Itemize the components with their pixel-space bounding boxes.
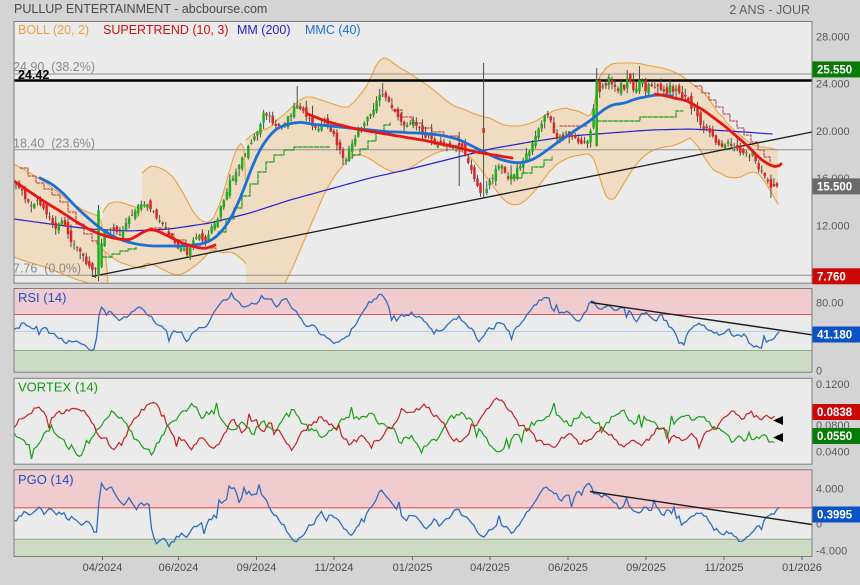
svg-text:41.180: 41.180 — [817, 330, 852, 342]
svg-text:04/2024: 04/2024 — [83, 562, 123, 574]
svg-text:0.0400: 0.0400 — [816, 447, 850, 459]
svg-text:BOLL (20, 2): BOLL (20, 2) — [18, 23, 89, 37]
svg-text:04/2025: 04/2025 — [470, 562, 510, 574]
svg-text:0.0838: 0.0838 — [817, 407, 853, 419]
svg-text:80.00: 80.00 — [816, 298, 844, 310]
svg-text:0.1200: 0.1200 — [816, 379, 850, 391]
svg-text:15.500: 15.500 — [817, 182, 852, 194]
svg-text:11/2025: 11/2025 — [705, 562, 744, 574]
svg-text:0: 0 — [816, 366, 822, 378]
svg-text:PULLUP ENTERTAINMENT - abcbour: PULLUP ENTERTAINMENT - abcbourse.com — [14, 2, 267, 16]
svg-text:7.76 (0.0%): 7.76 (0.0%) — [13, 262, 81, 276]
svg-text:PGO (14): PGO (14) — [18, 472, 74, 487]
svg-text:0.0550: 0.0550 — [817, 431, 852, 443]
svg-text:VORTEX (14): VORTEX (14) — [18, 380, 98, 395]
svg-text:MMC (40): MMC (40) — [305, 23, 361, 37]
svg-text:0.3995: 0.3995 — [817, 510, 853, 522]
svg-text:2 ANS - JOUR: 2 ANS - JOUR — [729, 3, 810, 17]
svg-text:7.760: 7.760 — [817, 272, 846, 284]
svg-text:09/2025: 09/2025 — [626, 562, 666, 574]
svg-text:18.40 (23.6%): 18.40 (23.6%) — [13, 137, 95, 151]
svg-text:MM (200): MM (200) — [237, 23, 290, 37]
svg-text:-4.000: -4.000 — [816, 546, 847, 558]
svg-text:SUPERTREND (10, 3): SUPERTREND (10, 3) — [103, 23, 229, 37]
svg-text:01/2026: 01/2026 — [782, 562, 822, 574]
svg-text:24.42: 24.42 — [18, 68, 49, 82]
svg-text:12.000: 12.000 — [816, 220, 850, 232]
svg-text:06/2024: 06/2024 — [159, 562, 199, 574]
svg-text:09/2024: 09/2024 — [237, 562, 277, 574]
svg-text:4.000: 4.000 — [816, 484, 844, 496]
svg-text:28.000: 28.000 — [816, 32, 850, 44]
svg-text:24.000: 24.000 — [816, 78, 850, 90]
svg-text:RSI (14): RSI (14) — [18, 290, 66, 305]
svg-text:01/2025: 01/2025 — [393, 562, 433, 574]
svg-text:06/2025: 06/2025 — [548, 562, 588, 574]
svg-text:20.000: 20.000 — [816, 126, 850, 138]
svg-text:25.550: 25.550 — [817, 65, 852, 77]
svg-text:11/2024: 11/2024 — [315, 562, 354, 574]
